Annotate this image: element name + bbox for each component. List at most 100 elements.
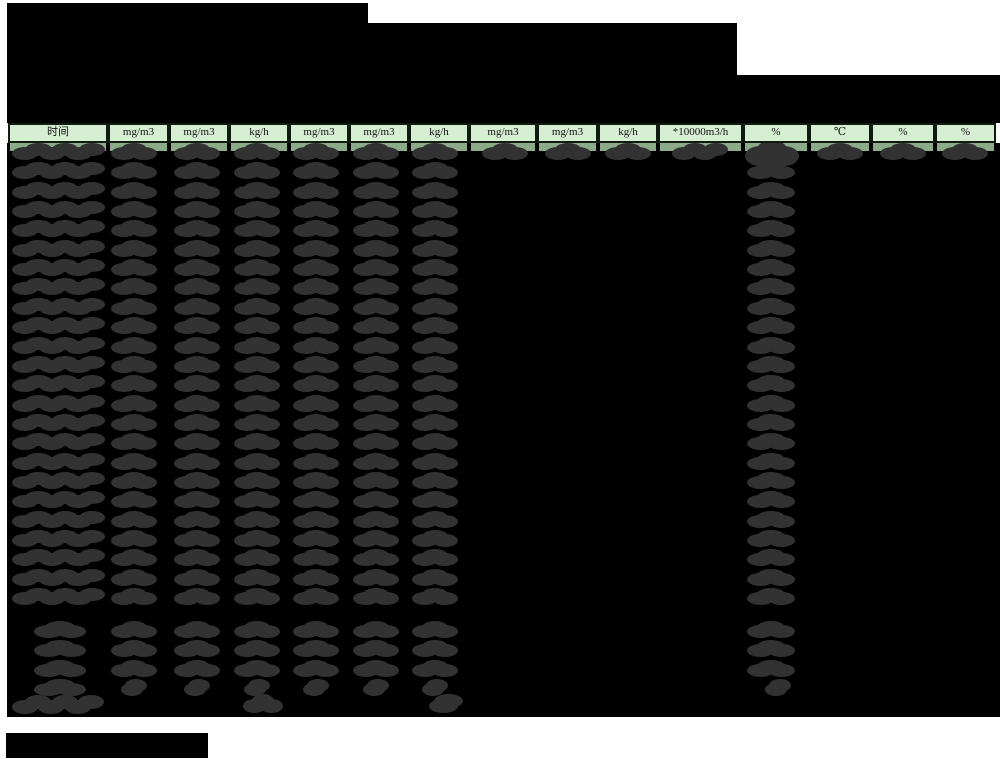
header-cell-unit: mg/m3 [469, 123, 537, 143]
redacted-cell-value [111, 452, 157, 470]
redacted-cell-value [111, 394, 157, 412]
redacted-cell-value [293, 219, 339, 237]
redacted-cell-value [111, 181, 157, 199]
redacted-cell-value [293, 200, 339, 218]
redacted-cell-value [412, 510, 458, 528]
redacted-cell-value [111, 142, 157, 160]
redacted-cell-value [184, 678, 210, 696]
redacted-footer-note [6, 733, 208, 758]
redacted-time-value [12, 355, 105, 373]
redacted-time-value [12, 529, 105, 547]
redacted-time-value [12, 297, 105, 315]
redacted-cell-value [747, 471, 795, 489]
redacted-cell-value [747, 529, 795, 547]
redacted-cell-value [111, 258, 157, 276]
redacted-cell-value [353, 277, 399, 295]
redacted-cell-value [747, 394, 795, 412]
redacted-cell-value [293, 336, 339, 354]
redacted-time-value [12, 471, 105, 489]
redacted-cell-value [412, 336, 458, 354]
redacted-cell-value [234, 161, 280, 179]
redacted-cell-value [412, 219, 458, 237]
redacted-cell-value [293, 181, 339, 199]
redacted-cell-value [111, 239, 157, 257]
redacted-title-line-1 [7, 3, 368, 23]
redacted-cell-value [353, 200, 399, 218]
redacted-cell-value [234, 316, 280, 334]
redacted-cell-value [353, 355, 399, 373]
redacted-cell-value [234, 620, 280, 638]
redacted-cell-value [942, 142, 988, 160]
header-cell-unit: kg/h [409, 123, 469, 143]
redacted-cell-value [174, 659, 220, 677]
redacted-cell-value [111, 587, 157, 605]
redacted-cell-value [353, 394, 399, 412]
redacted-cell-value [412, 659, 458, 677]
redacted-cell-value [174, 277, 220, 295]
redacted-time-value [12, 316, 105, 334]
redacted-summary-label [34, 659, 86, 677]
redacted-cell-value [174, 413, 220, 431]
redacted-cell-value [174, 639, 220, 657]
redacted-cell-value [412, 258, 458, 276]
redacted-cell-value [353, 529, 399, 547]
header-cell-unit: mg/m3 [349, 123, 409, 143]
redacted-cell-value [605, 142, 651, 160]
redacted-cell-value [747, 161, 795, 179]
redacted-cell-value [111, 548, 157, 566]
header-cell-unit: % [935, 123, 996, 143]
redacted-time-value [12, 548, 105, 566]
header-cell-unit: ℃ [809, 123, 871, 143]
redacted-cell-value [747, 639, 795, 657]
redacted-time-value [12, 452, 105, 470]
header-cell-unit: mg/m3 [108, 123, 169, 143]
redacted-cell-value [747, 181, 795, 199]
redacted-cell-value [747, 659, 795, 677]
redacted-cell-value [293, 374, 339, 392]
redacted-cell-value [293, 258, 339, 276]
redacted-cell-value [234, 277, 280, 295]
redacted-cell-value [293, 620, 339, 638]
redacted-cell-value [293, 316, 339, 334]
redacted-cell-value [234, 297, 280, 315]
redacted-cell-value [412, 374, 458, 392]
header-cell-unit: kg/h [598, 123, 658, 143]
redacted-time-value [12, 219, 105, 237]
redacted-cell-value [353, 587, 399, 605]
redacted-time-value [12, 510, 105, 528]
redacted-cell-value [234, 200, 280, 218]
redacted-cell-value [293, 277, 339, 295]
redacted-cell-value [111, 510, 157, 528]
redacted-cell-value [111, 413, 157, 431]
redacted-cell-value [234, 355, 280, 373]
header-cell-unit: *10000m3/h [658, 123, 743, 143]
redacted-cell-value [234, 181, 280, 199]
header-cell-unit: mg/m3 [289, 123, 349, 143]
redacted-cell-value [234, 471, 280, 489]
redacted-cell-value [111, 568, 157, 586]
header-cell-unit: % [871, 123, 935, 143]
redacted-cell-value [293, 639, 339, 657]
redacted-cell-value [747, 432, 795, 450]
redacted-cell-value [353, 471, 399, 489]
redacted-cell-value [111, 336, 157, 354]
redacted-cell-value [234, 239, 280, 257]
redacted-cell-value [234, 659, 280, 677]
redacted-cell-value [412, 394, 458, 412]
redacted-time-value [12, 277, 105, 295]
redacted-cell-value [293, 142, 339, 160]
redacted-cell-value [174, 374, 220, 392]
redacted-cell-value [111, 659, 157, 677]
header-cell-unit: kg/h [229, 123, 289, 143]
redacted-cell-value [747, 355, 795, 373]
redacted-cell-value [353, 297, 399, 315]
redacted-cell-value [747, 374, 795, 392]
redacted-cell-value [293, 490, 339, 508]
redacted-cell-value [353, 219, 399, 237]
redacted-cell-value [412, 568, 458, 586]
redacted-cell-value [243, 694, 283, 713]
redacted-cell-value [412, 529, 458, 547]
redacted-cell-value [412, 471, 458, 489]
redacted-cell-value [293, 413, 339, 431]
redacted-cell-value [412, 639, 458, 657]
